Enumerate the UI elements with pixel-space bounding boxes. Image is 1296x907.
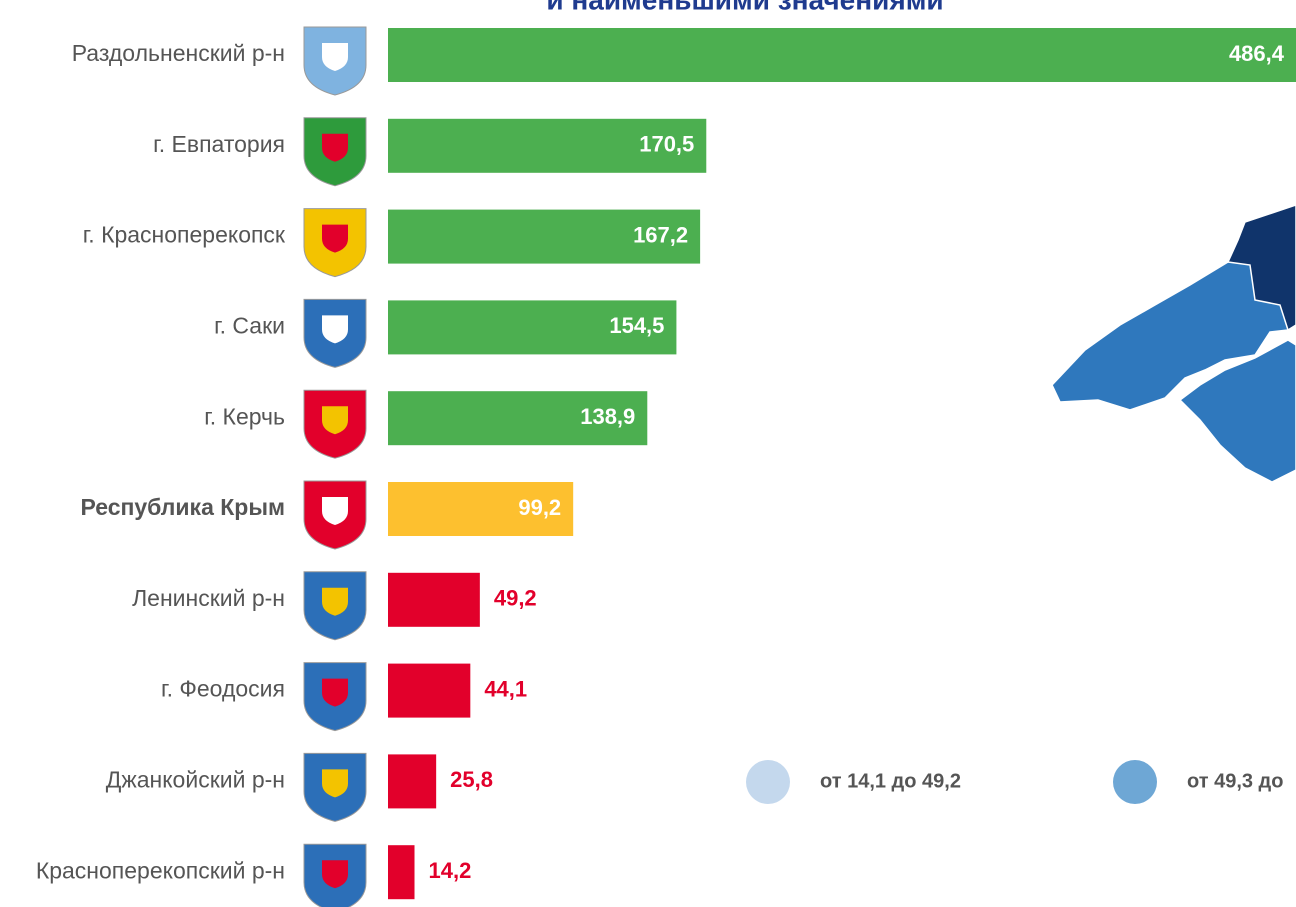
category-label: Республика Крым xyxy=(80,494,285,520)
emblem-detail xyxy=(322,43,348,71)
emblem-detail xyxy=(322,224,348,253)
map xyxy=(1051,204,1296,483)
category-label: г. Евпатория xyxy=(153,131,285,157)
bar xyxy=(388,300,677,355)
category-label: Раздольненский р-н xyxy=(72,40,285,66)
value-label: 170,5 xyxy=(639,132,694,157)
emblem-detail xyxy=(322,497,348,525)
legend-swatch xyxy=(1113,760,1157,804)
bar xyxy=(388,118,707,173)
value-label: 138,9 xyxy=(580,404,635,429)
bar xyxy=(388,209,701,264)
bar xyxy=(388,663,471,718)
emblem-detail xyxy=(322,678,348,707)
bar xyxy=(388,28,1296,82)
bar xyxy=(388,482,574,536)
chart-title: и наименьшими значениями xyxy=(546,0,943,15)
legend-swatch xyxy=(746,760,790,804)
category-label: Красноперекопский р-н xyxy=(36,857,285,883)
category-label: Ленинский р-н xyxy=(132,585,285,611)
legend-label: от 14,1 до 49,2 xyxy=(820,770,961,792)
bar xyxy=(388,845,415,900)
value-label: 99,2 xyxy=(518,495,561,520)
emblem-detail xyxy=(322,406,348,435)
legend-label: от 49,3 до xyxy=(1187,770,1283,792)
emblem-detail xyxy=(322,315,348,344)
value-label: 154,5 xyxy=(609,313,664,338)
category-label: г. Красноперекопск xyxy=(83,222,286,248)
value-label: 167,2 xyxy=(633,222,688,247)
bar xyxy=(388,572,480,627)
bar xyxy=(388,391,648,446)
emblem-detail xyxy=(322,133,348,162)
category-label: Джанкойский р-н xyxy=(106,766,285,792)
value-label: 486,4 xyxy=(1229,41,1285,66)
value-label: 14,2 xyxy=(429,858,472,883)
value-label: 25,8 xyxy=(450,767,493,792)
bar xyxy=(388,754,437,809)
emblem-detail xyxy=(322,587,348,616)
category-label: г. Феодосия xyxy=(161,676,285,702)
category-label: г. Керчь xyxy=(204,403,285,429)
category-label: г. Саки xyxy=(214,312,285,338)
emblem-detail xyxy=(322,769,348,798)
emblem-detail xyxy=(322,860,348,889)
value-label: 44,1 xyxy=(484,676,527,701)
value-label: 49,2 xyxy=(494,586,537,611)
